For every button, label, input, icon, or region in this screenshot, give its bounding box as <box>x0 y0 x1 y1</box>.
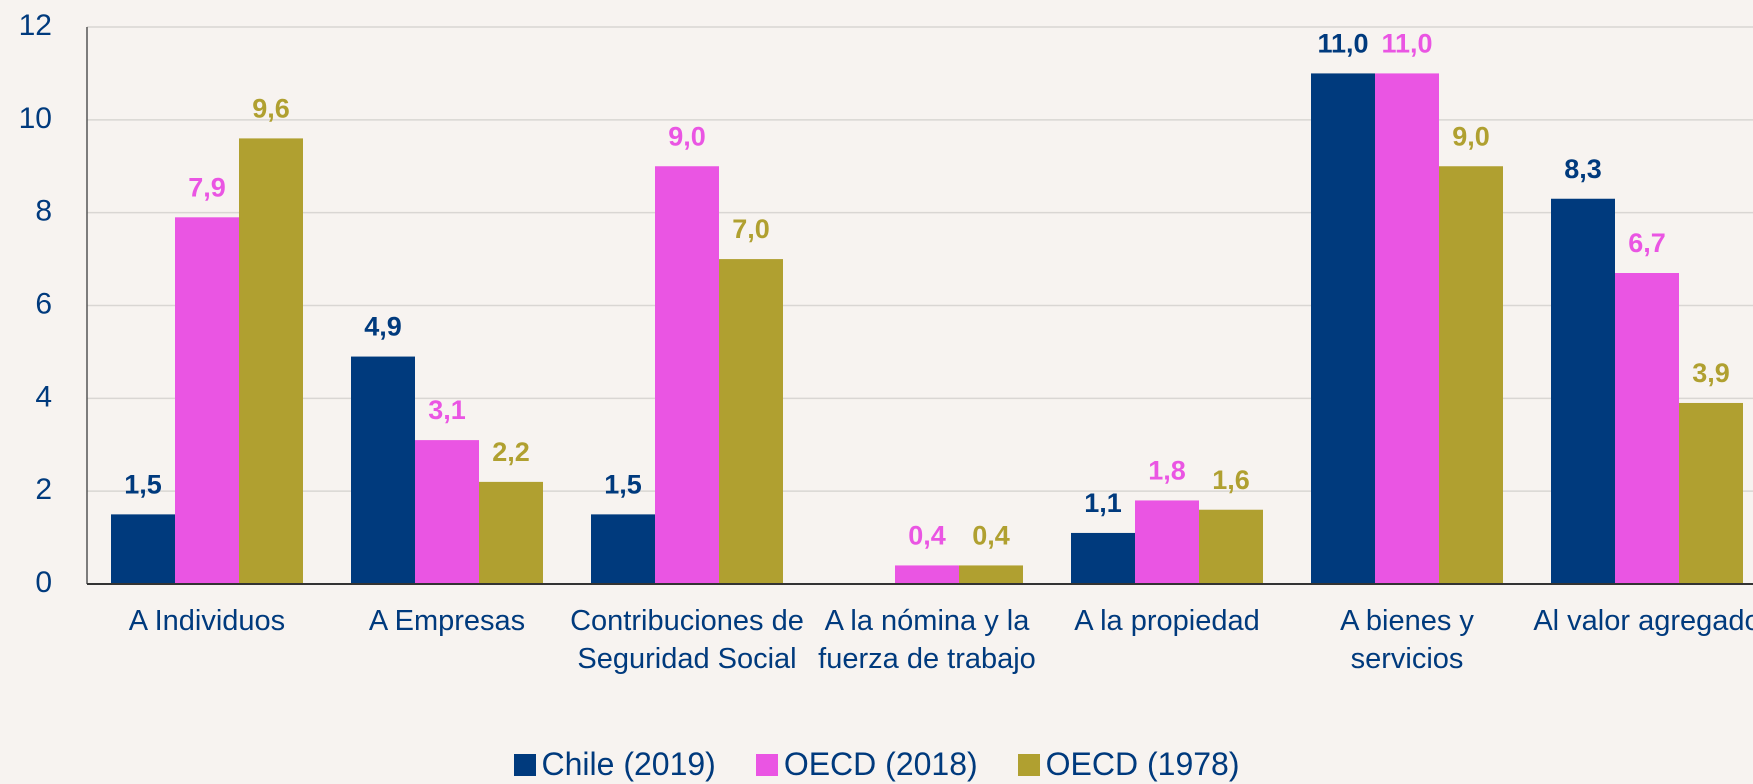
y-tick-label: 4 <box>35 380 52 413</box>
bar <box>1615 273 1679 584</box>
data-label: 9,0 <box>1452 121 1490 151</box>
bar <box>175 217 239 584</box>
x-tick-label: Al valor agregado <box>1533 605 1753 637</box>
x-tick-label: A bienes y servicios <box>1340 605 1474 675</box>
legend-label: OECD (1978) <box>1045 746 1240 782</box>
x-tick-label: A la propiedad <box>1074 605 1260 637</box>
bar <box>1679 402 1743 584</box>
legend-label: OECD (2018) <box>783 746 978 782</box>
data-label: 8,3 <box>1564 154 1602 184</box>
data-label: 9,0 <box>668 121 706 151</box>
data-label: 1,5 <box>124 470 162 500</box>
legend-swatch <box>755 753 778 776</box>
bar <box>239 138 303 584</box>
bar <box>1375 73 1439 585</box>
legend-item: Chile (2019) <box>513 746 716 783</box>
data-label: 7,9 <box>188 172 226 202</box>
x-tick-label: Contribuciones de Seguridad Social <box>570 605 804 675</box>
y-tick-label: 8 <box>35 195 52 228</box>
bar <box>1551 198 1615 584</box>
legend-swatch <box>1017 753 1040 776</box>
legend: Chile (2019) OECD (2018) OECD (1978) <box>0 746 1753 783</box>
data-label: 9,6 <box>252 94 290 124</box>
data-label: 1,1 <box>1084 488 1122 518</box>
data-label: 1,8 <box>1148 456 1186 486</box>
data-label: 0,4 <box>972 521 1010 551</box>
bar <box>591 514 655 584</box>
data-label: 1,6 <box>1212 465 1250 495</box>
bar <box>719 259 783 584</box>
bar <box>415 440 479 584</box>
bar <box>1439 166 1503 584</box>
bar <box>111 514 175 584</box>
bar <box>1135 500 1199 584</box>
y-tick-label: 12 <box>19 9 52 42</box>
data-label: 0,4 <box>908 521 946 551</box>
bar <box>895 565 959 584</box>
y-tick-label: 0 <box>35 566 52 599</box>
bar <box>351 356 415 584</box>
legend-item: OECD (2018) <box>755 746 978 783</box>
data-label: 1,5 <box>604 470 642 500</box>
data-label: 4,9 <box>364 312 402 342</box>
y-tick-label: 6 <box>35 287 52 320</box>
x-tick-label: A Empresas <box>368 605 526 637</box>
legend-label: Chile (2019) <box>541 746 716 782</box>
data-label: 11,0 <box>1317 29 1368 59</box>
data-label: 3,1 <box>428 395 466 425</box>
x-tick-label: A la nómina y la fuerza de trabajo <box>818 605 1036 675</box>
bar <box>1199 509 1263 584</box>
x-tick-label: A Individuos <box>128 605 286 637</box>
bar <box>655 166 719 584</box>
legend-swatch <box>513 753 536 776</box>
data-label: 3,9 <box>1692 358 1730 388</box>
bar <box>479 481 543 584</box>
data-label: 2,2 <box>492 437 530 467</box>
bar <box>1071 532 1135 584</box>
y-tick-label: 2 <box>35 473 52 506</box>
data-label: 6,7 <box>1628 228 1666 258</box>
legend-item: OECD (1978) <box>1017 746 1240 783</box>
data-label: 11,0 <box>1381 29 1432 59</box>
bar <box>959 565 1023 584</box>
bar <box>1311 73 1375 585</box>
data-label: 7,0 <box>732 214 770 244</box>
y-tick-label: 10 <box>19 102 52 135</box>
